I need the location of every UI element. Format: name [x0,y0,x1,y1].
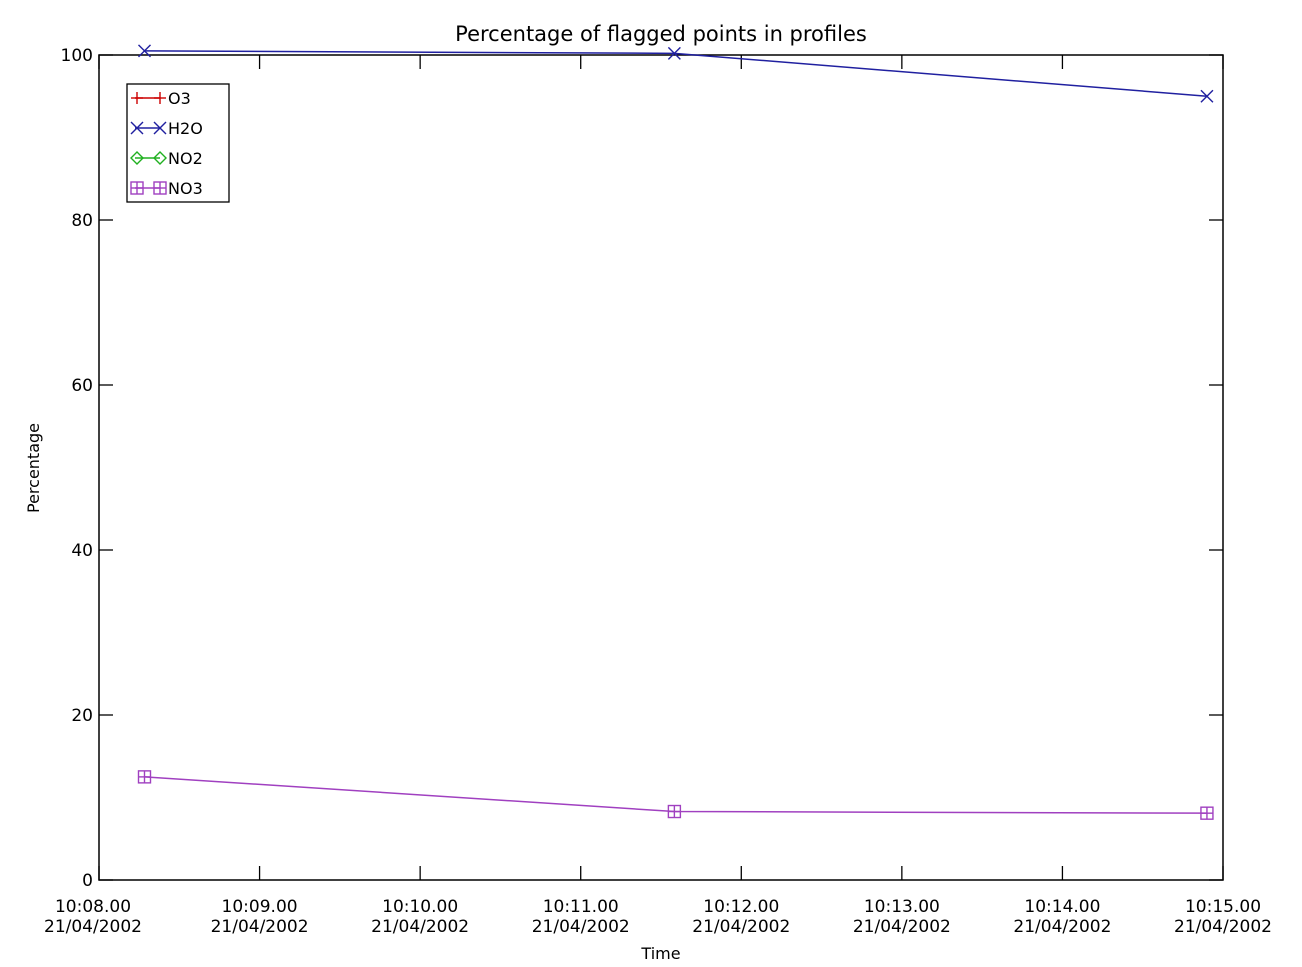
legend-marker [131,92,143,104]
series-line [144,50,1208,97]
data-point [1200,806,1214,820]
series-h2o [138,44,1214,103]
legend-marker [154,92,166,104]
x-tick-time-label: 10:11.00 [543,897,619,917]
x-tick-date-label: 21/04/2002 [1013,917,1111,937]
legend-label: NO2 [168,149,203,168]
chart-title: Percentage of flagged points in profiles [455,22,867,46]
x-tick-date-label: 21/04/2002 [211,917,309,937]
legend-marker [153,181,167,195]
series-line [144,776,1207,814]
series-no3 [137,770,1214,820]
legend-marker [130,121,144,135]
y-tick-label: 80 [71,211,93,231]
data-point [667,46,681,60]
data-point [667,804,682,819]
x-tick-date-label: 21/04/2002 [692,917,790,937]
data-point [137,770,152,784]
y-tick-label: 40 [71,541,93,561]
x-tick-time-label: 10:09.00 [222,897,298,917]
y-tick-label: 20 [71,706,93,726]
x-axis-label: Time [640,944,680,963]
legend-marker [153,151,167,165]
x-tick-date-label: 21/04/2002 [853,917,951,937]
x-tick-date-label: 21/04/2002 [1174,917,1272,937]
data-point [138,44,151,58]
legend-label: H2O [168,119,203,138]
legend-box [126,83,230,203]
legend-marker [130,181,144,195]
plot-frame [98,54,1224,881]
x-tick-time-label: 10:08.00 [55,897,131,917]
x-tick-time-label: 10:13.00 [864,897,940,917]
x-tick-date-label: 21/04/2002 [532,917,630,937]
data-point [1200,89,1214,103]
legend-marker [153,121,167,135]
legend-item-o3: O3 [131,89,191,108]
x-tick-time-label: 10:10.00 [382,897,458,917]
y-tick-label: 100 [61,46,93,66]
legend: O3 H2O NO2 NO3 [126,83,230,203]
legend-label: O3 [168,89,191,108]
x-tick-date-label: 21/04/2002 [371,917,469,937]
x-tick-date-label: 21/04/2002 [44,917,142,937]
legend-item-no3: NO3 [130,179,203,198]
legend-item-h2o: H2O [130,119,203,138]
y-tick-label: 0 [82,871,93,891]
x-tick-time-label: 10:15.00 [1185,897,1261,917]
legend-label: NO3 [168,179,203,198]
y-axis-label: Percentage [24,423,43,513]
legend-item-no2: NO2 [130,149,203,168]
x-axis: 10:08.0021/04/200210:09.0021/04/200210:1… [44,55,1272,937]
series-layer [137,44,1214,820]
x-tick-time-label: 10:12.00 [703,897,779,917]
y-tick-label: 60 [71,376,93,396]
x-tick-time-label: 10:14.00 [1024,897,1100,917]
y-axis: 0 20 40 60 80 100 [61,46,1223,891]
legend-marker [130,151,144,165]
